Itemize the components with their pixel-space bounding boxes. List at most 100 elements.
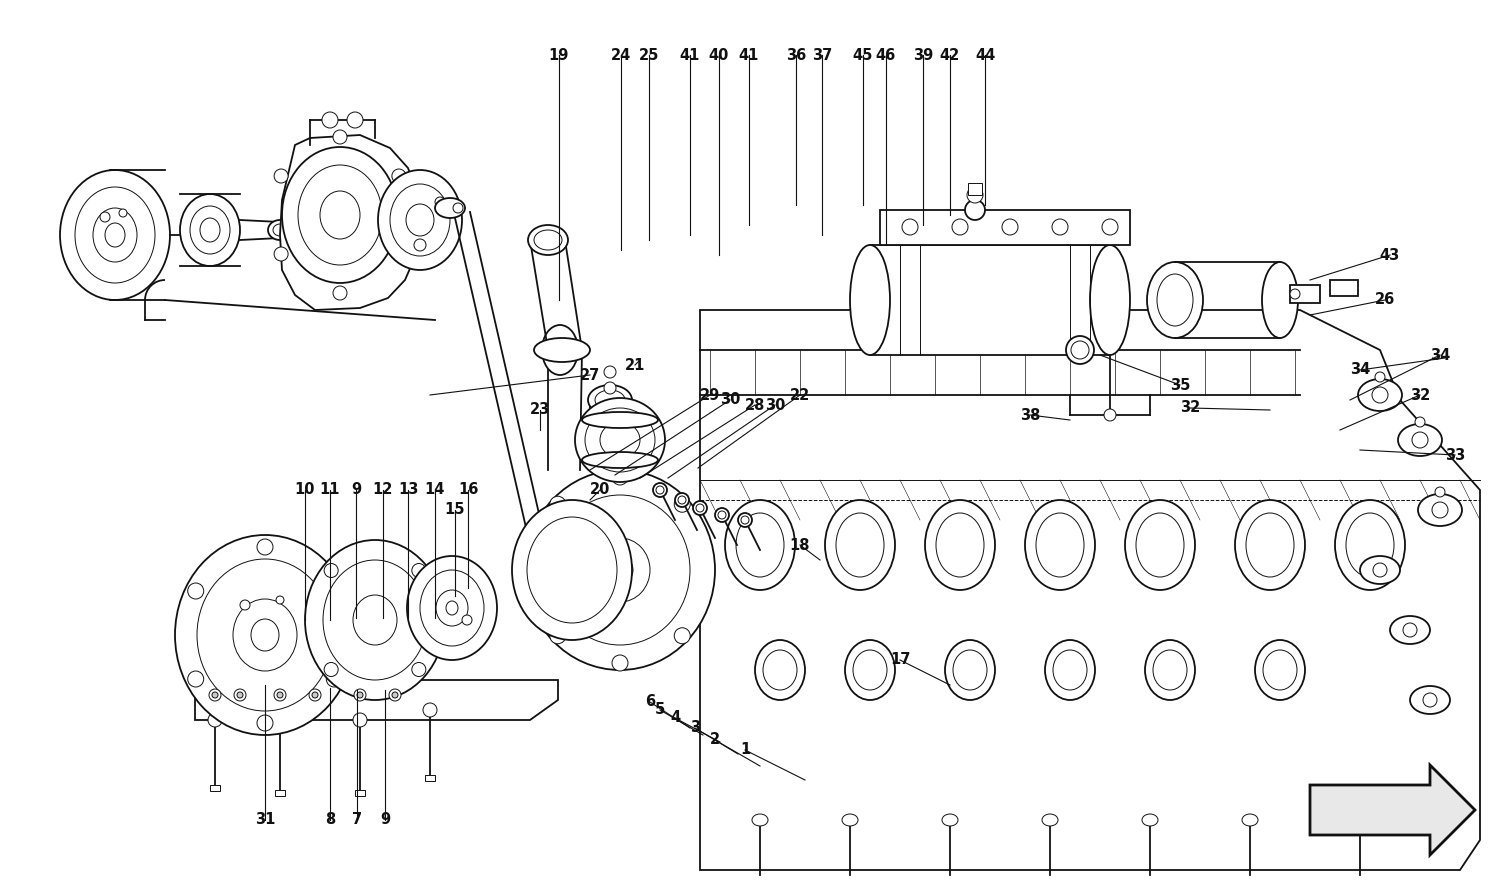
Polygon shape [1310,765,1474,855]
Circle shape [656,486,664,494]
Circle shape [392,169,406,183]
Ellipse shape [196,559,333,711]
Ellipse shape [526,517,616,623]
Circle shape [718,511,726,519]
Ellipse shape [842,814,858,826]
Circle shape [678,496,686,504]
Circle shape [324,663,338,676]
Ellipse shape [390,184,450,256]
Text: 17: 17 [890,652,910,667]
Ellipse shape [1358,379,1402,411]
Circle shape [462,615,472,625]
Circle shape [414,239,426,251]
Text: 9: 9 [351,483,361,497]
Ellipse shape [1144,640,1196,700]
Circle shape [1102,219,1118,235]
Circle shape [234,689,246,701]
Circle shape [738,513,752,527]
Ellipse shape [844,640,895,700]
Ellipse shape [550,495,690,645]
Text: 19: 19 [549,47,568,62]
Ellipse shape [200,218,220,242]
Text: 38: 38 [1020,407,1040,422]
Circle shape [322,112,338,128]
Ellipse shape [273,224,286,236]
Circle shape [1290,289,1300,299]
Ellipse shape [1410,686,1450,714]
Circle shape [968,187,982,203]
Ellipse shape [176,535,356,735]
Circle shape [256,539,273,555]
Ellipse shape [936,513,984,577]
Ellipse shape [588,385,632,415]
Text: 31: 31 [255,813,274,828]
Text: 7: 7 [352,813,362,828]
Circle shape [675,493,688,507]
Circle shape [716,508,729,522]
Text: 40: 40 [710,47,729,62]
Circle shape [392,247,406,261]
Text: 10: 10 [294,483,315,497]
Text: 11: 11 [320,483,340,497]
Circle shape [1402,623,1417,637]
Ellipse shape [534,338,590,362]
Text: 34: 34 [1350,363,1370,378]
Text: 27: 27 [580,367,600,382]
Circle shape [209,689,220,701]
Text: 39: 39 [914,47,933,62]
Circle shape [674,496,690,512]
Bar [210,785,220,791]
Bar [274,790,285,796]
Ellipse shape [1390,616,1429,644]
Text: 5: 5 [656,702,664,717]
Circle shape [1414,417,1425,427]
Circle shape [902,219,918,235]
Ellipse shape [446,601,458,615]
Ellipse shape [1242,814,1258,826]
Circle shape [327,671,342,687]
Ellipse shape [406,204,433,236]
Ellipse shape [512,500,632,640]
Text: 12: 12 [374,483,393,497]
Circle shape [1372,563,1388,577]
Ellipse shape [1053,650,1088,690]
Circle shape [674,628,690,644]
Circle shape [696,504,703,512]
Text: 9: 9 [380,813,390,828]
Circle shape [413,563,426,577]
Text: 43: 43 [1380,248,1400,263]
Ellipse shape [736,513,784,577]
Ellipse shape [93,208,136,262]
Circle shape [413,663,426,676]
Circle shape [333,286,346,300]
Text: 42: 42 [940,47,960,62]
Ellipse shape [435,198,465,218]
Ellipse shape [590,538,650,602]
Text: 3: 3 [690,721,700,735]
Text: 45: 45 [853,47,873,62]
Circle shape [1412,432,1428,448]
Ellipse shape [232,599,297,671]
Ellipse shape [1398,424,1441,456]
Ellipse shape [582,412,658,428]
Circle shape [1104,409,1116,421]
Circle shape [453,203,464,213]
Ellipse shape [190,206,230,254]
Polygon shape [700,310,1480,870]
Circle shape [274,169,288,183]
Text: 30: 30 [765,397,784,413]
Circle shape [1436,487,1444,497]
Circle shape [100,212,109,222]
Circle shape [1376,372,1384,382]
Ellipse shape [105,223,125,247]
Ellipse shape [724,500,795,590]
Text: 41: 41 [680,47,700,62]
Text: 15: 15 [444,503,465,518]
Text: 26: 26 [1376,292,1395,307]
Circle shape [604,366,616,378]
Ellipse shape [608,556,633,584]
Ellipse shape [1360,556,1400,584]
Circle shape [278,692,284,698]
Circle shape [388,689,400,701]
Ellipse shape [1036,513,1084,577]
